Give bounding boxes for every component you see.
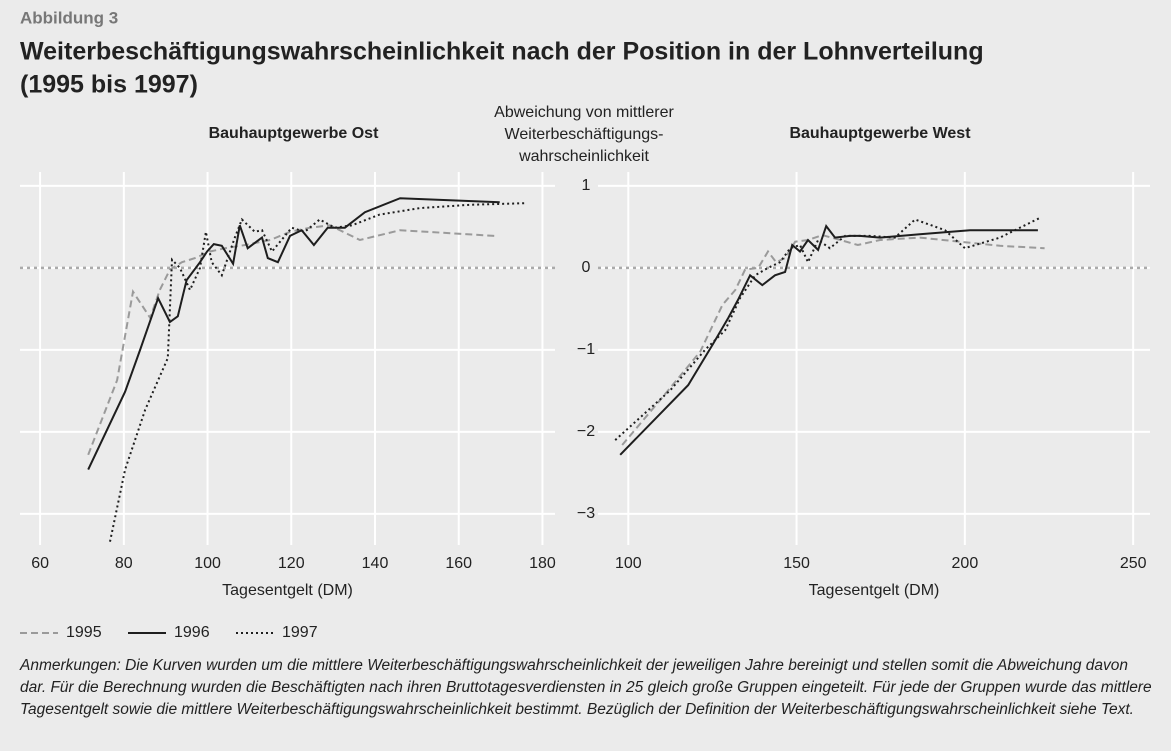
panel-title: Bauhauptgewerbe West: [789, 125, 971, 142]
notes: Anmerkungen: Die Kurven wurden um die mi…: [20, 657, 1152, 718]
x-tick-label: 140: [362, 555, 389, 572]
x-tick-label: 80: [115, 555, 133, 572]
y-axis-label: Weiterbeschäftigungs-: [505, 126, 664, 143]
x-tick-label: 150: [783, 555, 810, 572]
x-tick-label: 250: [1120, 555, 1147, 572]
x-tick-label: 120: [278, 555, 305, 572]
series-line: [109, 202, 525, 542]
x-tick-label: 160: [445, 555, 472, 572]
x-tick-label: 100: [194, 555, 221, 572]
series-line: [87, 197, 500, 471]
legend-label: 1996: [174, 624, 210, 641]
title-line: (1995 bis 1997): [20, 71, 198, 99]
y-tick-label: 0: [582, 259, 591, 276]
panel-title: Bauhauptgewerbe Ost: [209, 125, 379, 142]
x-tick-label: 60: [31, 555, 49, 572]
legend-label: 1995: [66, 624, 102, 641]
y-axis-label: wahrscheinlichkeit: [518, 148, 649, 165]
y-tick-label: −1: [577, 341, 595, 358]
y-axis-label: Abweichung von mittlerer: [494, 104, 674, 121]
title-line: Weiterbeschäftigungswahrscheinlichkeit n…: [20, 38, 984, 66]
y-tick-label: −2: [577, 423, 595, 440]
x-tick-label: 100: [615, 555, 642, 572]
x-tick-label: 180: [529, 555, 556, 572]
series-line: [619, 224, 1038, 456]
figure-label: Abbildung 3: [20, 8, 118, 27]
y-tick-label: −3: [577, 505, 595, 522]
series-line: [621, 234, 1045, 446]
x-axis-label: Tagesentgelt (DM): [809, 582, 940, 599]
y-tick-label: 1: [582, 177, 591, 194]
legend-label: 1997: [282, 624, 318, 641]
series-line: [614, 217, 1041, 441]
x-tick-label: 200: [952, 555, 979, 572]
x-axis-label: Tagesentgelt (DM): [222, 582, 353, 599]
